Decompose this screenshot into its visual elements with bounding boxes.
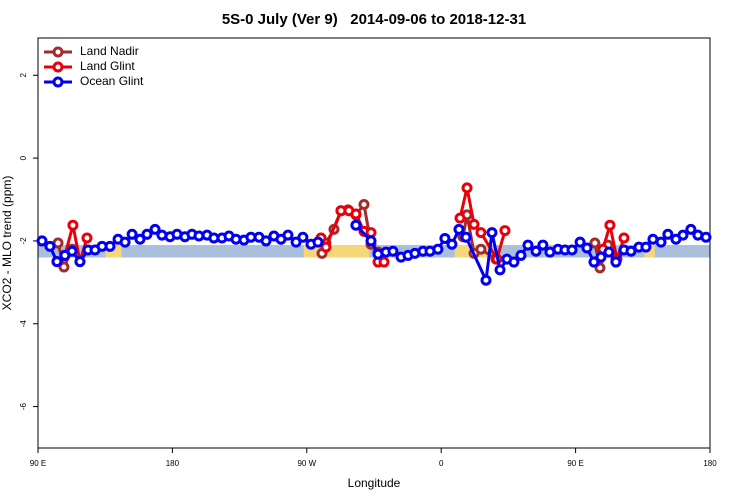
data-point bbox=[350, 219, 362, 231]
legend-marker bbox=[52, 61, 64, 73]
data-point bbox=[320, 241, 332, 253]
x-tick-label: 180 bbox=[166, 459, 180, 468]
data-point bbox=[58, 261, 70, 273]
data-point bbox=[141, 228, 153, 240]
data-point bbox=[475, 227, 487, 239]
x-tick-label: 90 W bbox=[297, 459, 316, 468]
data-point bbox=[282, 229, 294, 241]
data-point bbox=[126, 228, 138, 240]
x-tick-label: 0 bbox=[439, 459, 444, 468]
chart-title: 5S-0 July (Ver 9) 2014-09-06 to 2018-12-… bbox=[222, 11, 526, 28]
data-point bbox=[387, 245, 399, 257]
legend-label: Land Glint bbox=[80, 59, 135, 73]
y-tick-label: -2 bbox=[19, 237, 28, 245]
data-point bbox=[595, 251, 607, 263]
data-point bbox=[468, 218, 480, 230]
data-point bbox=[603, 246, 615, 258]
data-point bbox=[508, 256, 520, 268]
data-point bbox=[312, 236, 324, 248]
x-tick-label: 90 E bbox=[30, 459, 46, 468]
data-point bbox=[51, 256, 63, 268]
data-point bbox=[119, 236, 131, 248]
legend-marker bbox=[52, 76, 64, 88]
data-point bbox=[566, 244, 578, 256]
data-point bbox=[677, 229, 689, 241]
y-tick-label: -6 bbox=[19, 402, 28, 410]
y-axis-label: XCO2 - MLO trend (ppm) bbox=[0, 176, 14, 311]
data-point bbox=[522, 239, 534, 251]
y-tick-label: -4 bbox=[19, 320, 28, 328]
data-point bbox=[700, 231, 712, 243]
data-point bbox=[260, 235, 272, 247]
data-point bbox=[67, 219, 79, 231]
data-point bbox=[515, 249, 527, 261]
data-point bbox=[480, 274, 492, 286]
data-point bbox=[74, 256, 86, 268]
data-point bbox=[604, 219, 616, 231]
data-point bbox=[685, 223, 697, 235]
x-tick-label: 180 bbox=[703, 459, 717, 468]
data-point bbox=[104, 240, 116, 252]
legend-label: Ocean Glint bbox=[80, 74, 144, 88]
data-point bbox=[454, 212, 466, 224]
y-tick-label: 2 bbox=[19, 72, 28, 77]
data-point bbox=[662, 228, 674, 240]
x-tick-label: 90 E bbox=[567, 459, 583, 468]
data-point bbox=[36, 235, 48, 247]
data-point bbox=[537, 239, 549, 251]
legend-marker bbox=[52, 46, 64, 58]
data-point bbox=[475, 243, 487, 255]
data-point bbox=[350, 208, 362, 220]
data-point bbox=[432, 243, 444, 255]
data-point bbox=[290, 236, 302, 248]
data-point bbox=[446, 238, 458, 250]
data-point bbox=[81, 232, 93, 244]
data-point bbox=[655, 236, 667, 248]
data-point bbox=[494, 264, 506, 276]
data-point bbox=[461, 182, 473, 194]
data-point bbox=[499, 225, 511, 237]
data-point bbox=[625, 245, 637, 257]
data-point bbox=[358, 198, 370, 210]
data-point bbox=[134, 233, 146, 245]
x-axis-label: Longitude bbox=[348, 476, 401, 490]
data-point bbox=[486, 227, 498, 239]
data-point bbox=[589, 237, 601, 249]
data-point bbox=[610, 256, 622, 268]
data-point bbox=[149, 223, 161, 235]
data-point bbox=[365, 235, 377, 247]
legend-label: Land Nadir bbox=[80, 44, 139, 58]
data-point bbox=[588, 256, 600, 268]
data-point bbox=[453, 223, 465, 235]
data-point bbox=[44, 240, 56, 252]
data-point bbox=[378, 256, 390, 268]
y-tick-label: 0 bbox=[19, 155, 28, 160]
data-point bbox=[439, 232, 451, 244]
data-point bbox=[66, 245, 78, 257]
data-point bbox=[297, 231, 309, 243]
data-point bbox=[640, 241, 652, 253]
data-point bbox=[618, 232, 630, 244]
data-point bbox=[574, 236, 586, 248]
data-point bbox=[460, 231, 472, 243]
data-point bbox=[530, 245, 542, 257]
data-point bbox=[581, 242, 593, 254]
